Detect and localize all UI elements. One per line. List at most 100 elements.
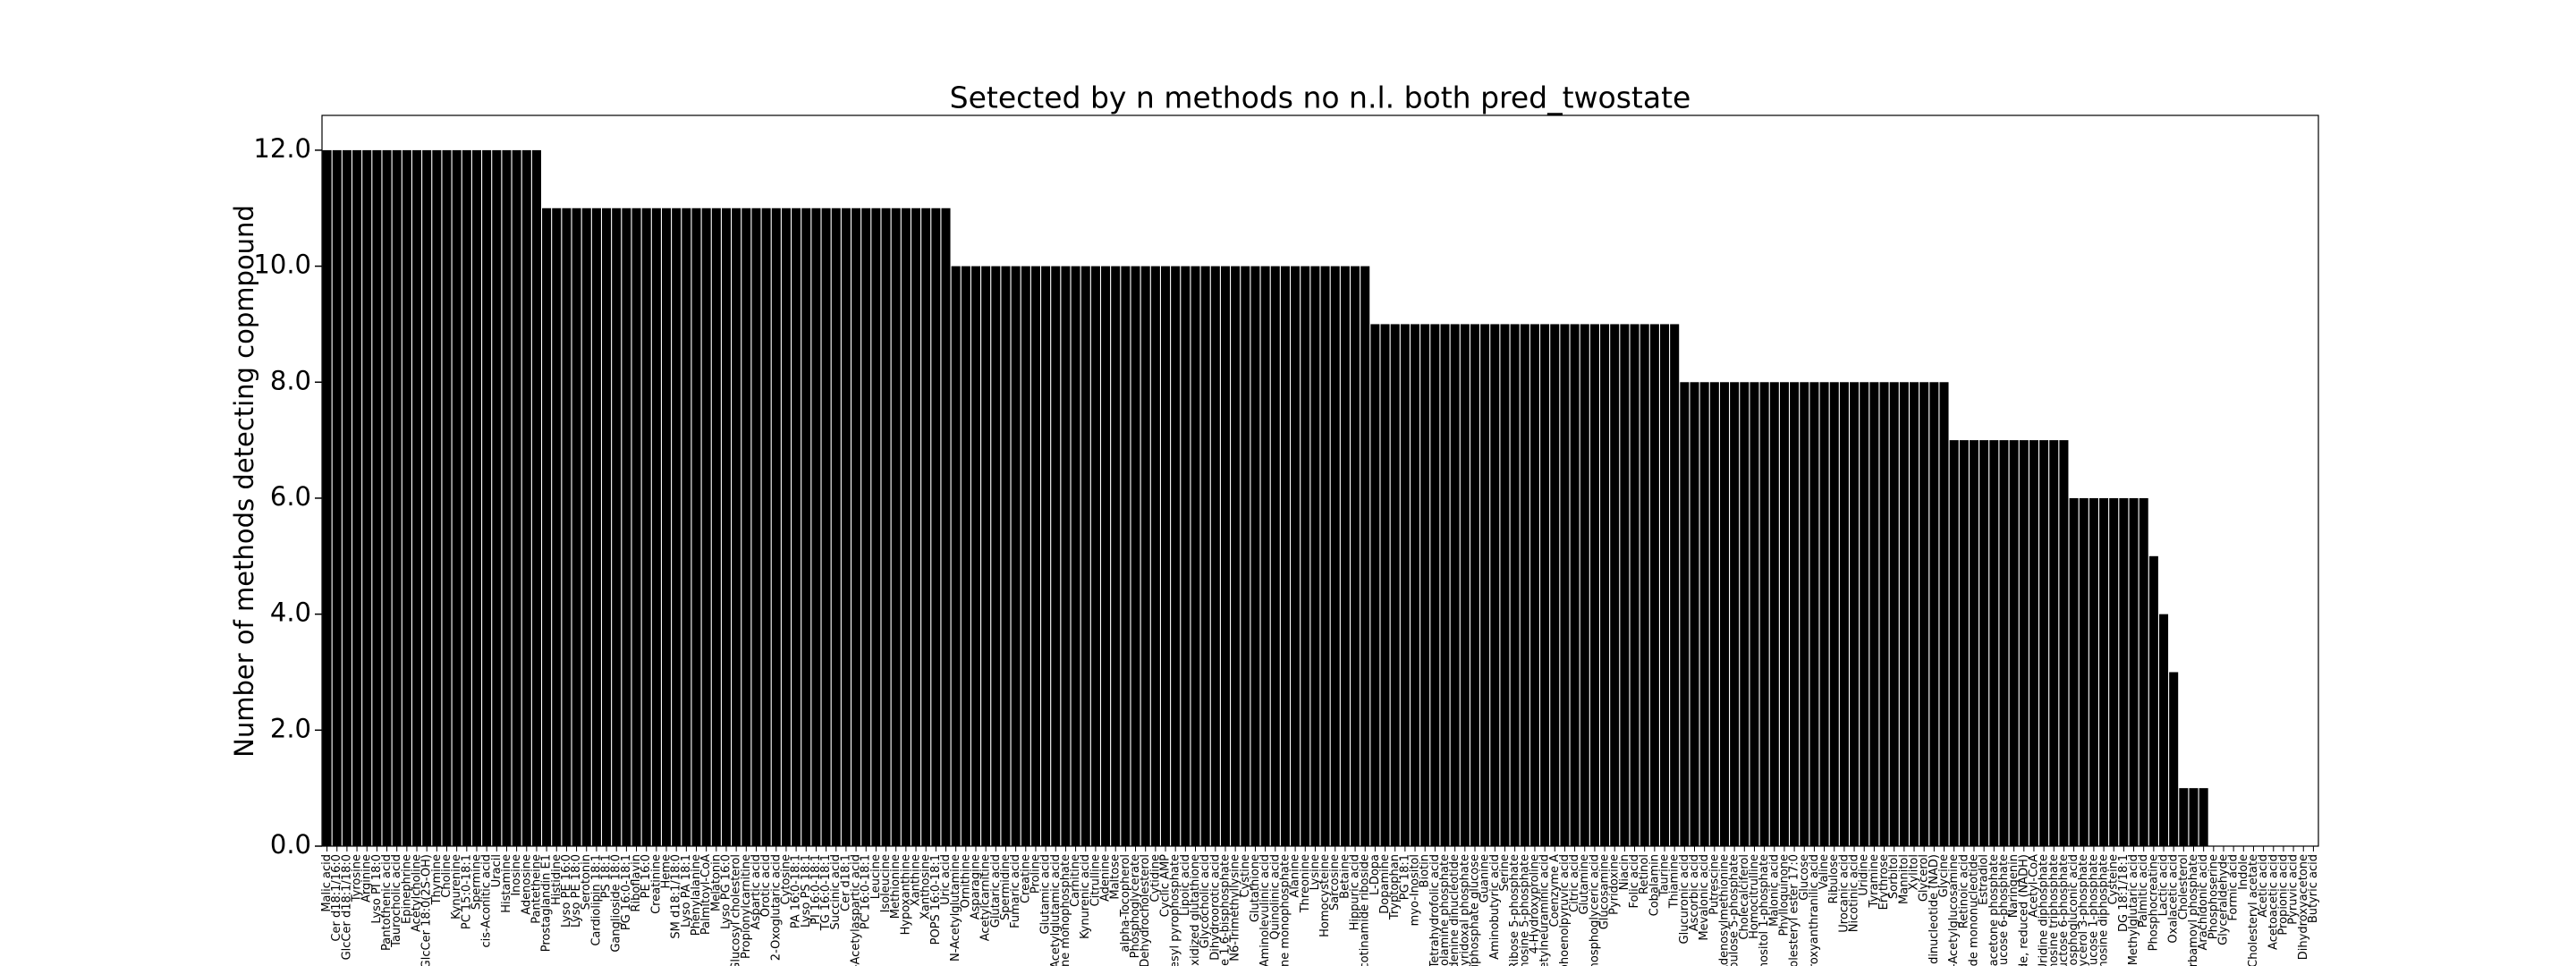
bar bbox=[1330, 266, 1340, 847]
bar bbox=[831, 208, 841, 846]
bar bbox=[492, 149, 502, 846]
x-tick-label: Oxidized glutathione bbox=[1189, 854, 1202, 966]
bar bbox=[452, 149, 462, 846]
bar bbox=[1570, 324, 1580, 846]
x-tick-label: Coenzyme A bbox=[1548, 854, 1562, 928]
bar bbox=[1231, 266, 1241, 847]
bar bbox=[2119, 497, 2129, 846]
bar bbox=[811, 208, 821, 846]
x-tick-label: Spermine bbox=[470, 854, 483, 910]
bar bbox=[1560, 324, 1570, 846]
bar bbox=[1200, 266, 1210, 847]
bar bbox=[1011, 266, 1021, 847]
bar bbox=[1140, 266, 1150, 847]
bar bbox=[1809, 382, 1819, 846]
x-tick-label: Tetrahydrofolic acid bbox=[1428, 854, 1442, 966]
bar bbox=[2069, 497, 2079, 846]
bar bbox=[1949, 440, 1959, 846]
x-tick-label: Acetyl-CoA bbox=[2027, 854, 2040, 918]
bar bbox=[1909, 382, 1919, 846]
bar bbox=[1260, 266, 1270, 847]
x-tick-label: alpha-Tocopherol bbox=[1119, 854, 1132, 952]
bar bbox=[1030, 266, 1040, 847]
x-tick-label: Phosphoglycerate bbox=[1129, 854, 1142, 958]
bar bbox=[411, 149, 422, 846]
x-tick-label: L-Dopa bbox=[1368, 854, 1382, 895]
bar bbox=[1939, 382, 1949, 846]
x-tick-label: Adenosine triphosphate bbox=[2047, 854, 2061, 966]
bar bbox=[911, 208, 921, 846]
x-tick-label: Dihydroxyacetone phosphate bbox=[1987, 854, 2001, 966]
x-tick-label: Cytosine bbox=[779, 854, 792, 904]
x-tick-label: Threonine bbox=[1299, 854, 1312, 913]
bar bbox=[471, 149, 482, 846]
bar bbox=[1510, 324, 1520, 846]
bar bbox=[970, 266, 981, 847]
bar bbox=[2109, 497, 2119, 846]
x-tick-label: Citrulline bbox=[1089, 854, 1102, 906]
x-tick-label: Phosphogluconic acid bbox=[2067, 854, 2080, 966]
bar bbox=[1041, 266, 1051, 847]
bar bbox=[661, 208, 672, 846]
x-tick-label: Lyso PE 18:0 bbox=[570, 854, 583, 928]
y-tick-label: 10.0 bbox=[253, 250, 311, 280]
x-tick-label: Palmitoyl-CoA bbox=[699, 854, 713, 935]
bar bbox=[1530, 324, 1539, 846]
bar bbox=[572, 208, 581, 846]
bar bbox=[1800, 382, 1809, 846]
bar bbox=[422, 149, 432, 846]
x-tick-label: Glutamic acid bbox=[1039, 854, 1053, 935]
x-tick-label: Nicotinamide riboside bbox=[1359, 854, 1372, 966]
bar bbox=[562, 208, 572, 846]
bar bbox=[1690, 382, 1699, 846]
x-tick-label: cis-Aconitic acid bbox=[480, 854, 494, 948]
x-tick-label: PI 16:0-18:1 bbox=[809, 854, 823, 925]
x-tick-label: Indole bbox=[2237, 854, 2250, 890]
x-tick-label: Asparagine bbox=[969, 854, 982, 919]
x-tick-label: myo-Inositol bbox=[1409, 854, 1422, 926]
x-tick-label: Adenosine diphosphate bbox=[2097, 854, 2111, 966]
x-tick-label: Thymine bbox=[430, 854, 444, 905]
bar bbox=[2199, 788, 2208, 846]
x-tick-label: Ribulose 5-phosphate bbox=[1728, 854, 1741, 966]
x-tick-label: Tyrosine bbox=[351, 854, 364, 902]
x-tick-label: Formic acid bbox=[2227, 854, 2241, 921]
x-tick-label: Acetylcholine bbox=[411, 854, 424, 932]
x-tick-label: Lactic acid bbox=[2157, 854, 2171, 916]
bar bbox=[372, 149, 382, 846]
bar bbox=[1869, 382, 1879, 846]
x-tick-label: 2-Oxoglutaric acid bbox=[769, 854, 783, 961]
x-tick-label: DG 18:1/18:1 bbox=[2117, 854, 2131, 932]
x-tick-label: Erythrose bbox=[1877, 854, 1891, 910]
bar bbox=[1171, 266, 1181, 847]
x-tick-label: Urocanic acid bbox=[1837, 854, 1851, 933]
x-tick-label: Glucuronic acid bbox=[1678, 854, 1691, 944]
x-tick-label: Pyridoxine bbox=[1608, 854, 1622, 915]
bar bbox=[1390, 324, 1400, 846]
x-tick-label: Methionine bbox=[889, 854, 902, 919]
x-tick-label: Palmitic acid bbox=[2137, 854, 2150, 928]
x-tick-label: Betaine bbox=[1338, 854, 1352, 899]
x-tick-label: Propionic acid bbox=[2276, 854, 2290, 936]
y-axis-label: Number of methods detecting copmpound bbox=[229, 205, 259, 758]
x-tick-label: Malic acid bbox=[320, 854, 334, 912]
x-tick-label: Naringenin bbox=[2007, 854, 2021, 918]
bar bbox=[931, 208, 941, 846]
x-tick-label: Ornithine bbox=[959, 854, 972, 908]
x-tick-label: Xanthosine bbox=[919, 854, 933, 919]
x-tick-label: Choline bbox=[440, 854, 453, 898]
x-tick-label: Hippuric acid bbox=[1349, 854, 1362, 930]
bar bbox=[2148, 555, 2158, 846]
bar bbox=[1440, 324, 1450, 846]
x-tick-label: Lyso PS 18:1 bbox=[800, 854, 813, 928]
bar bbox=[1301, 266, 1310, 847]
x-tick-label: Dihydroorotic acid bbox=[1208, 854, 1222, 961]
bar bbox=[741, 208, 751, 846]
x-tick-label: Phosphoserine bbox=[2207, 854, 2220, 939]
x-tick-label: Mevalonic acid bbox=[1698, 854, 1711, 941]
x-tick-label: Melatonin bbox=[709, 854, 723, 911]
bar bbox=[2039, 440, 2049, 846]
x-tick-label: Lyso PI 18:0 bbox=[370, 854, 384, 924]
bar bbox=[781, 208, 791, 846]
bar bbox=[1879, 382, 1889, 846]
